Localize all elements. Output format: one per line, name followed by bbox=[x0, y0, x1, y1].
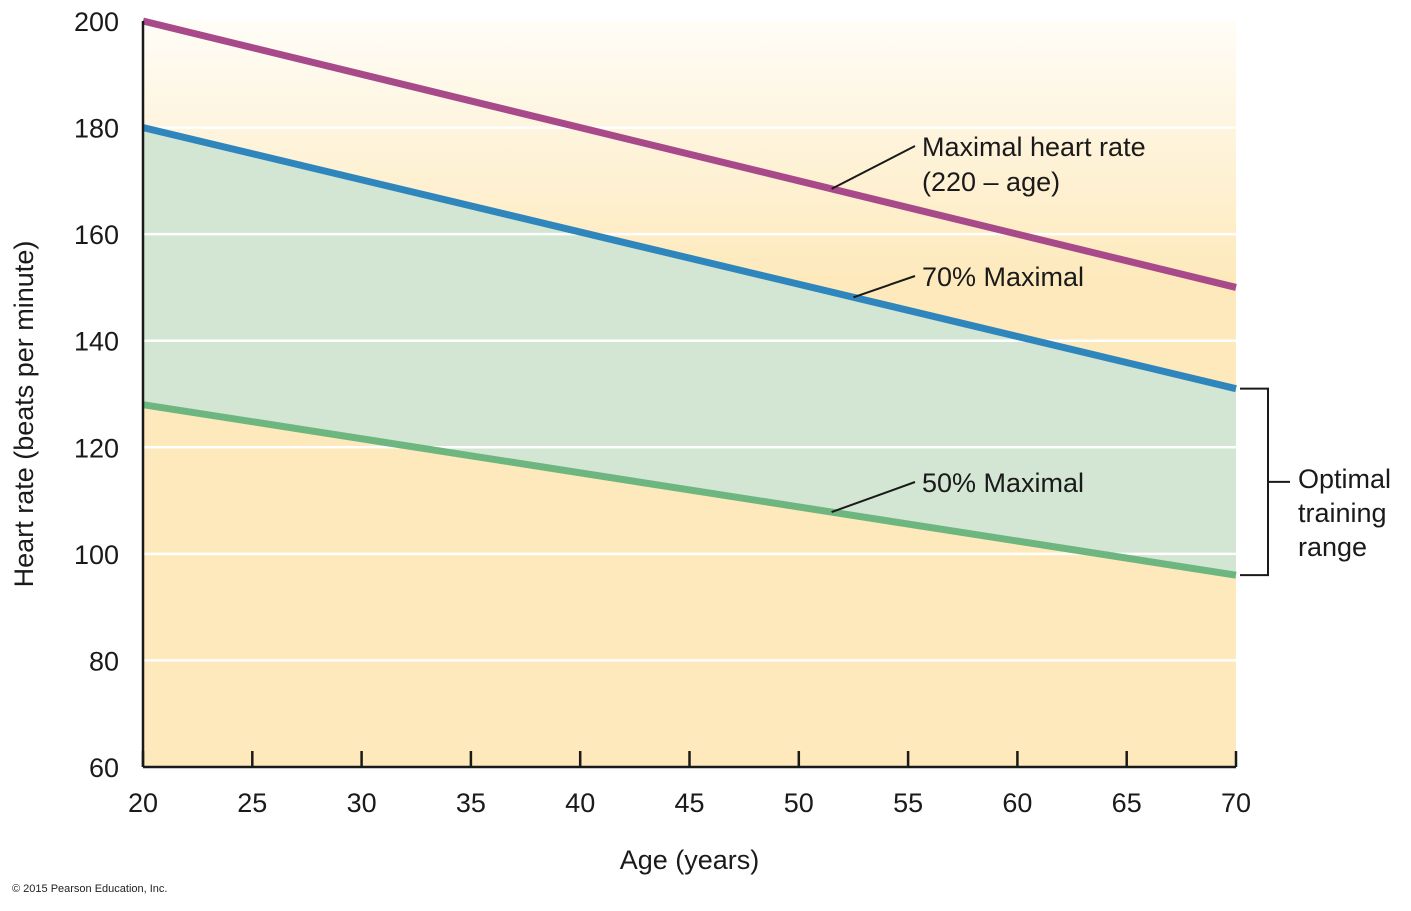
x-tick-label: 35 bbox=[456, 788, 486, 818]
label-leader-line bbox=[831, 481, 916, 514]
training-range-band bbox=[143, 127, 1236, 576]
series-line bbox=[142, 17, 1237, 291]
label-leader-line bbox=[831, 145, 916, 190]
series-line bbox=[142, 401, 1237, 579]
x-tick-label: 40 bbox=[565, 788, 595, 818]
series-label: (220 – age) bbox=[922, 167, 1060, 197]
x-tick-label: 30 bbox=[347, 788, 377, 818]
axis-ticks: 20 25 30 35 40 45 50 55 60 65 70 60 80 100 120 140 160 18… bbox=[74, 7, 1251, 818]
y-tick-label: 60 bbox=[89, 753, 119, 783]
y-tick-label: 200 bbox=[74, 7, 119, 37]
x-tick-label: 70 bbox=[1221, 788, 1251, 818]
x-tick-label: 55 bbox=[893, 788, 923, 818]
x-tick-label: 65 bbox=[1112, 788, 1142, 818]
y-tick-label: 120 bbox=[74, 433, 119, 463]
x-tick-label: 45 bbox=[674, 788, 704, 818]
series-label: Maximal heart rate bbox=[922, 132, 1146, 162]
series-line bbox=[142, 124, 1237, 393]
series-label: 70% Maximal bbox=[922, 262, 1084, 292]
y-tick-label: 180 bbox=[74, 114, 119, 144]
bracket-label: range bbox=[1298, 532, 1367, 562]
y-tick-label: 80 bbox=[89, 646, 119, 676]
x-tick-label: 60 bbox=[1002, 788, 1032, 818]
x-tick-label: 25 bbox=[237, 788, 267, 818]
annotations: Maximal heart rate (220 – age) 70% Maximal… bbox=[831, 132, 1391, 577]
y-tick-label: 100 bbox=[74, 540, 119, 570]
y-tick-label: 160 bbox=[74, 220, 119, 250]
series-lines bbox=[142, 17, 1237, 579]
bracket-label: Optimal bbox=[1298, 464, 1391, 494]
y-tick-label: 140 bbox=[74, 327, 119, 357]
label-leader-line bbox=[853, 275, 916, 299]
bracket-label: training bbox=[1298, 498, 1387, 528]
series-label: 50% Maximal bbox=[922, 468, 1084, 498]
training-range-bracket bbox=[1240, 387, 1269, 577]
x-axis-title: Age (years) bbox=[620, 845, 760, 875]
y-axis-title: Heart rate (beats per minute) bbox=[9, 241, 39, 588]
x-tick-label: 20 bbox=[128, 788, 158, 818]
copyright-notice: © 2015 Pearson Education, Inc. bbox=[12, 883, 168, 895]
x-tick-label: 50 bbox=[784, 788, 814, 818]
gridlines bbox=[143, 126, 1236, 662]
